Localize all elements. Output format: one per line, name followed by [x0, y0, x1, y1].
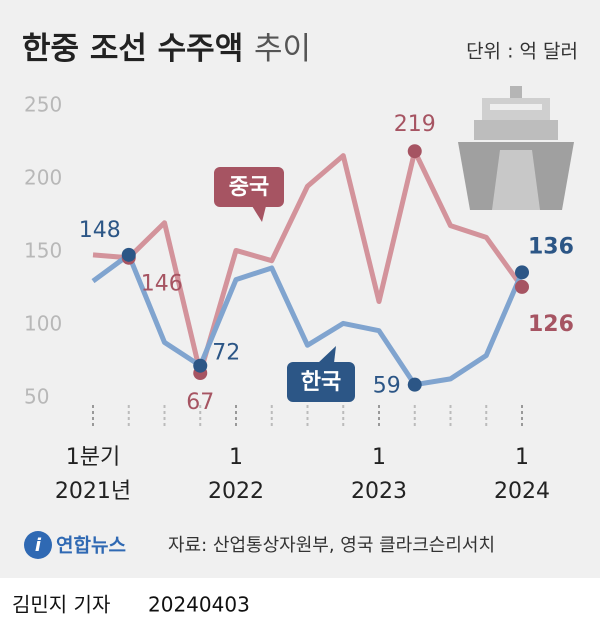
x-year-label: 2024: [494, 479, 550, 504]
svg-text:i: i: [35, 535, 42, 556]
x-year-label: 2022: [208, 479, 264, 504]
data-label: 67: [186, 390, 214, 415]
point: [407, 144, 422, 159]
legend-label: 중국: [229, 175, 269, 200]
logo-text: 연합뉴스: [56, 535, 126, 557]
data-label: 148: [79, 218, 121, 243]
point: [515, 265, 529, 280]
x-year-label: 2021년: [55, 479, 131, 504]
data-label: 126: [528, 312, 574, 337]
y-tick-label: 100: [24, 311, 62, 335]
line: [92, 148, 525, 376]
x-tick-label: 1: [229, 445, 243, 470]
legend-china: 중국: [214, 167, 284, 222]
legend-label: 한국: [301, 370, 341, 395]
point: [193, 358, 208, 373]
chart-title: 한중 조선 수주액 추이: [22, 31, 311, 67]
x-year-label: 2023: [351, 479, 407, 504]
y-tick-label: 250: [24, 92, 62, 116]
data-label: 136: [528, 234, 574, 259]
point: [121, 247, 136, 262]
reporter: 김민지 기자: [12, 593, 110, 617]
data-label: 146: [141, 272, 183, 297]
data-label: 72: [212, 341, 240, 366]
unit: 단위 : 억 달러: [466, 41, 578, 63]
point: [515, 279, 529, 294]
y-tick-label: 200: [24, 165, 62, 189]
line: [91, 252, 525, 388]
logo: i 연합뉴스: [24, 531, 126, 559]
source: 자료: 산업통상자원부, 영국 클라크슨리서치: [168, 535, 495, 556]
legend-korea: 한국: [287, 346, 355, 402]
x-tick-label: 1: [372, 445, 386, 470]
x-tick-label: 1분기: [66, 445, 120, 470]
x-tick-label: 1: [515, 445, 529, 470]
y-tick-label: 50: [24, 384, 49, 408]
title-suffix: 추이: [254, 31, 311, 67]
title-main: 한중 조선 수주액: [22, 31, 243, 67]
y-tick-label: 150: [24, 238, 62, 262]
data-label: 219: [394, 112, 436, 137]
chart-background: [0, 0, 600, 578]
date: 20240403: [148, 593, 250, 617]
ship-icon: [458, 86, 574, 210]
point: [407, 377, 422, 392]
data-label: 59: [373, 374, 401, 399]
